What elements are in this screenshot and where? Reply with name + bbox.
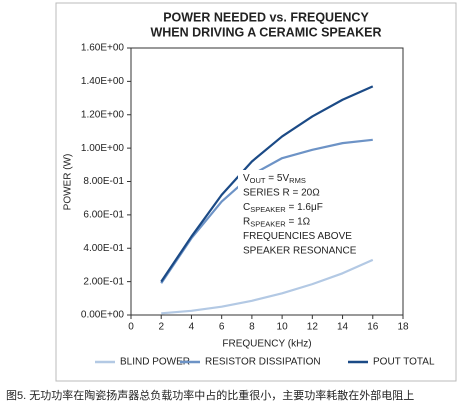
y-axis-label: POWER (W) [63,154,74,211]
legend-label: RESISTOR DISSIPATION [205,357,321,368]
annotation-text: CSPEAKER = 1.6μF [243,202,323,214]
annotation-part: C [243,202,250,213]
annotation-box [238,170,372,258]
annotation-subscript: OUT [250,176,266,185]
y-tick-label: 6.00E-01 [83,210,124,221]
x-tick-label: 4 [189,322,195,333]
legend-label: POUT TOTAL [373,357,435,368]
chart-title: POWER NEEDED vs. FREQUENCY [163,10,369,24]
y-tick-label: 1.40E+00 [81,76,125,87]
x-tick-label: 8 [249,322,255,333]
x-tick-label: 16 [367,322,379,333]
annotation-part: V [243,173,250,184]
annotation-text: SERIES R = 20Ω [243,187,320,198]
series-line [160,138,373,284]
annotation-part: = 5V [266,173,290,184]
y-tick-label: 1.00E+00 [81,143,125,154]
y-tick-label: 0.00E+00 [81,310,125,321]
x-tick-label: 10 [277,322,289,333]
annotation-part: SPEAKER RESONANCE [243,245,357,256]
y-tick-label: 8.00E-01 [83,176,124,187]
annotation-text: SPEAKER RESONANCE [243,245,357,256]
y-tick-label: 2.00E-01 [83,276,124,287]
caption: 图5. 无功功率在陶瓷扬声器总负载功率中占的比重很小，主要功率耗散在外部电阻上 [6,388,414,402]
y-tick-label: 4.00E-01 [83,243,124,254]
x-tick-label: 2 [158,322,164,333]
annotation-part: SERIES R = 20Ω [243,187,320,198]
annotation-part: = 1Ω [286,216,311,227]
legend-label: BLIND POWER [120,357,190,368]
annotation-part: FREQUENCIES ABOVE [243,231,352,242]
y-tick-label: 1.20E+00 [81,109,125,120]
annotation-subscript: RMS [289,176,306,185]
x-axis-label: FREQUENCY (kHz) [222,339,311,350]
annotation-text: VOUT = 5VRMS [243,173,306,185]
chart-title: WHEN DRIVING A CERAMIC SPEAKER [150,25,381,39]
series-line [161,258,374,315]
y-tick-label: 1.60E+00 [81,43,125,54]
x-tick-label: 0 [128,322,134,333]
series-line [160,85,374,283]
annotation-subscript: SPEAKER [250,205,286,214]
annotation-text: RSPEAKER = 1Ω [243,216,311,228]
x-tick-label: 18 [397,322,409,333]
annotation-part: R [243,216,250,227]
x-tick-label: 12 [307,322,319,333]
annotation-part: = 1.6μF [286,202,323,213]
chart-frame [55,2,457,382]
annotation-subscript: SPEAKER [250,219,286,228]
x-tick-label: 14 [337,322,349,333]
x-tick-label: 6 [219,322,225,333]
annotation-text: FREQUENCIES ABOVE [243,231,352,242]
